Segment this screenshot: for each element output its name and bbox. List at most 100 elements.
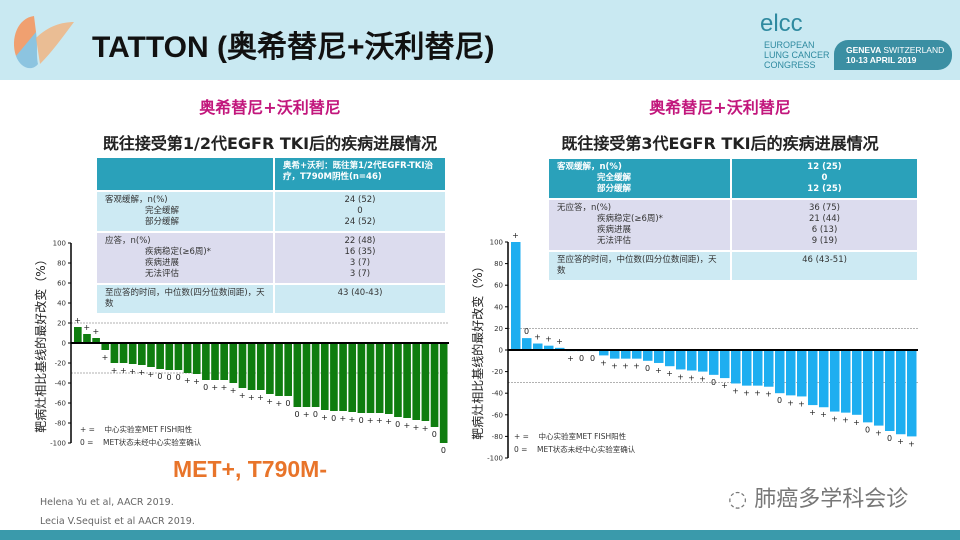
table-row: 至应答的时间，中位数(四分位数间距)，天数 46 (43-51): [547, 250, 919, 282]
bar: [211, 343, 219, 380]
bar: [830, 350, 840, 412]
bar-marker: +: [147, 370, 154, 379]
y-tick-label: 40: [494, 303, 503, 311]
bar-marker: 0: [359, 416, 364, 425]
bar: [430, 343, 439, 427]
y-tick-label: -80: [492, 433, 503, 441]
bar-marker: 0: [395, 420, 400, 429]
bar: [632, 350, 642, 359]
bar: [229, 343, 238, 383]
wechat-icon: ◌: [728, 487, 748, 512]
bar-marker: +: [120, 366, 127, 375]
bar-marker: +: [600, 358, 607, 367]
bar-marker: +: [875, 429, 882, 438]
row-value: 24 (52): [344, 217, 376, 227]
bar: [384, 343, 393, 414]
bar: [293, 343, 302, 407]
bar: [698, 350, 708, 372]
bar: [311, 343, 320, 407]
bar: [555, 347, 565, 350]
y-tick-label: -40: [492, 390, 503, 398]
reference: Helena Yu et al, AACR 2019.: [40, 497, 174, 508]
bar: [676, 350, 686, 370]
table-row: 客观缓解，n(%) 完全缓解 部分缓解 24 (52) 0 24 (52): [95, 190, 447, 233]
bar-marker: +: [230, 386, 237, 395]
bar: [147, 343, 155, 367]
bar-marker: +: [754, 389, 761, 398]
bar-marker: +: [534, 333, 541, 342]
legend-symbol: + =: [514, 432, 529, 441]
bar-marker: +: [787, 398, 794, 407]
bar-marker: +: [111, 366, 118, 375]
y-tick-label: -80: [55, 420, 66, 428]
table-row: 客观缓解，n(%) 完全缓解 部分缓解 12 (25) 0 12 (25): [547, 157, 919, 200]
row-value: 21 (44): [809, 214, 840, 224]
bar: [238, 343, 247, 388]
bar-marker: +: [385, 417, 392, 426]
bar: [101, 343, 110, 350]
bar: [266, 343, 274, 394]
bar-marker: +: [266, 397, 273, 406]
row-label: 至应答的时间，中位数(四分位数间距)，天数: [547, 250, 732, 282]
bar: [786, 350, 796, 396]
bar-marker: +: [908, 439, 915, 448]
bar-marker: +: [413, 423, 420, 432]
row-label: 无法评估: [145, 269, 180, 279]
bar: [533, 343, 543, 350]
row-value: 16 (35): [344, 247, 376, 257]
bar: [522, 338, 532, 350]
y-tick-label: 80: [57, 260, 66, 268]
bar: [174, 343, 183, 370]
legend-symbol: 0 =: [80, 438, 94, 447]
bar-marker: 0: [645, 364, 650, 373]
left-panel-subtitle: 既往接受第1/2代EGFR TKI后的疾病进展情况: [102, 134, 438, 153]
bar-marker: +: [349, 415, 356, 424]
row-value: 24 (52): [344, 195, 376, 205]
elcc-logo: elcc: [760, 10, 803, 37]
row-label: 疾病稳定(≥6周)*: [597, 214, 663, 224]
bar: [339, 343, 347, 411]
row-value: 12 (25): [807, 162, 842, 172]
bar: [621, 350, 631, 359]
bar: [366, 343, 375, 413]
y-tick-label: 100: [490, 239, 503, 247]
bar-marker: +: [798, 399, 805, 408]
bar: [375, 343, 384, 413]
table-header: 奥希+沃利：既往第1/2代EGFR-TKI治疗，T790M阴性(n=46): [273, 156, 447, 192]
bar: [797, 350, 807, 397]
bar-marker: +: [74, 316, 81, 325]
row-label: 无应答，n(%): [557, 203, 612, 213]
bar: [156, 343, 164, 369]
left-summary-table: 奥希+沃利：既往第1/2代EGFR-TKI治疗，T790M阴性(n=46) 客观…: [95, 156, 447, 315]
bar-marker: +: [688, 374, 695, 383]
y-tick-label: 0: [499, 347, 503, 355]
row-label: 完全缓解: [145, 206, 180, 216]
row-label: 部分缓解: [145, 217, 180, 227]
row-label: 完全缓解: [597, 173, 632, 183]
y-tick-label: 0: [62, 340, 66, 348]
bar: [202, 343, 210, 380]
bar-marker: +: [897, 437, 904, 446]
bar: [348, 343, 357, 412]
bar: [610, 350, 620, 359]
bar-marker: 0: [166, 373, 171, 382]
legend-text: MET状态未经中心实验室确认: [537, 445, 636, 454]
y-tick-label: 20: [494, 325, 503, 333]
right-panel-subtitle: 既往接受第3代EGFR TKI后的疾病进展情况: [561, 134, 879, 153]
row-value: 3 (7): [349, 269, 371, 279]
row-value: 9 (19): [811, 236, 838, 246]
row-value: 43 (40-43): [273, 283, 447, 315]
bar: [742, 350, 752, 386]
met-status-tag: MET+, T790M-: [173, 456, 328, 482]
row-label: 应答，n(%): [105, 236, 151, 246]
bar-marker: +: [275, 399, 282, 408]
bar-marker: +: [248, 393, 255, 402]
bar: [874, 350, 884, 426]
bar: [896, 350, 906, 435]
y-tick-label: 60: [494, 282, 503, 290]
congress-line: CONGRESS: [764, 60, 816, 70]
bar-marker: +: [221, 383, 228, 392]
y-tick-label: 60: [57, 280, 66, 288]
